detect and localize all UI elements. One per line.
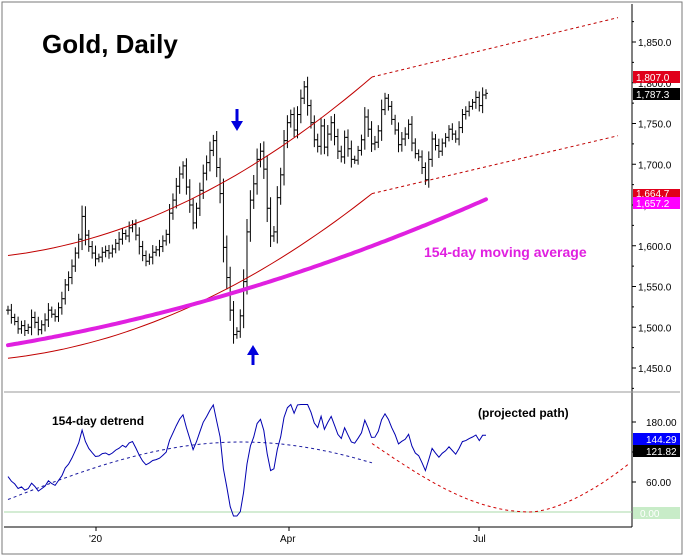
upper-envelope-projection (371, 17, 619, 78)
x-tick-label: '20 (89, 534, 102, 545)
price-bars (6, 76, 488, 344)
chart-title: Gold, Daily (42, 29, 178, 59)
x-tick-label: Jul (473, 534, 486, 545)
y-tick-label: 1,800.0 (638, 79, 672, 90)
price-label: 1,664.7 (636, 189, 670, 200)
detrend-cycle-line (7, 441, 373, 500)
moving-average-154-line (6, 197, 488, 348)
moving-average-annotation: 154-day moving average (424, 244, 587, 260)
price-label: 1,657.2 (636, 199, 670, 210)
down-arrow-icon (231, 109, 243, 131)
lower-envelope-projection (371, 135, 619, 195)
price-label-box (633, 88, 680, 100)
up-arrow-icon (247, 345, 259, 365)
price-label-box (633, 189, 680, 197)
zero-label-box (633, 507, 680, 519)
y-tick-label: 1,850.0 (638, 38, 672, 49)
detrend-line (7, 403, 486, 517)
x-tick-label: Apr (280, 534, 296, 545)
price-label-box (633, 71, 680, 83)
y-tick-label: 180.00 (646, 418, 677, 429)
y-tick-label: 1,750.0 (638, 120, 672, 131)
price-label: 1,807.0 (636, 73, 670, 84)
y-tick-label: 1,700.0 (638, 160, 672, 171)
y-tick-label: 60.00 (646, 478, 671, 489)
value-label-box (633, 445, 680, 457)
value-label: 144.29 (646, 435, 677, 446)
price-label: 1,787.3 (636, 90, 670, 101)
zero-label: 0.00 (640, 509, 660, 520)
y-tick-label: 1,600.0 (638, 242, 672, 253)
y-tick-label: 1,450.0 (638, 364, 672, 375)
detrend-title: 154-day detrend (52, 414, 144, 428)
value-label: 121.82 (646, 447, 677, 458)
projected-path-annotation: (projected path) (478, 406, 569, 420)
y-tick-label: 1,500.0 (638, 323, 672, 334)
value-label-box (633, 433, 680, 445)
projected-path-line (371, 443, 629, 513)
price-label-box (633, 197, 680, 209)
upper-envelope-line (7, 76, 373, 256)
y-tick-label: 1,550.0 (638, 283, 672, 294)
